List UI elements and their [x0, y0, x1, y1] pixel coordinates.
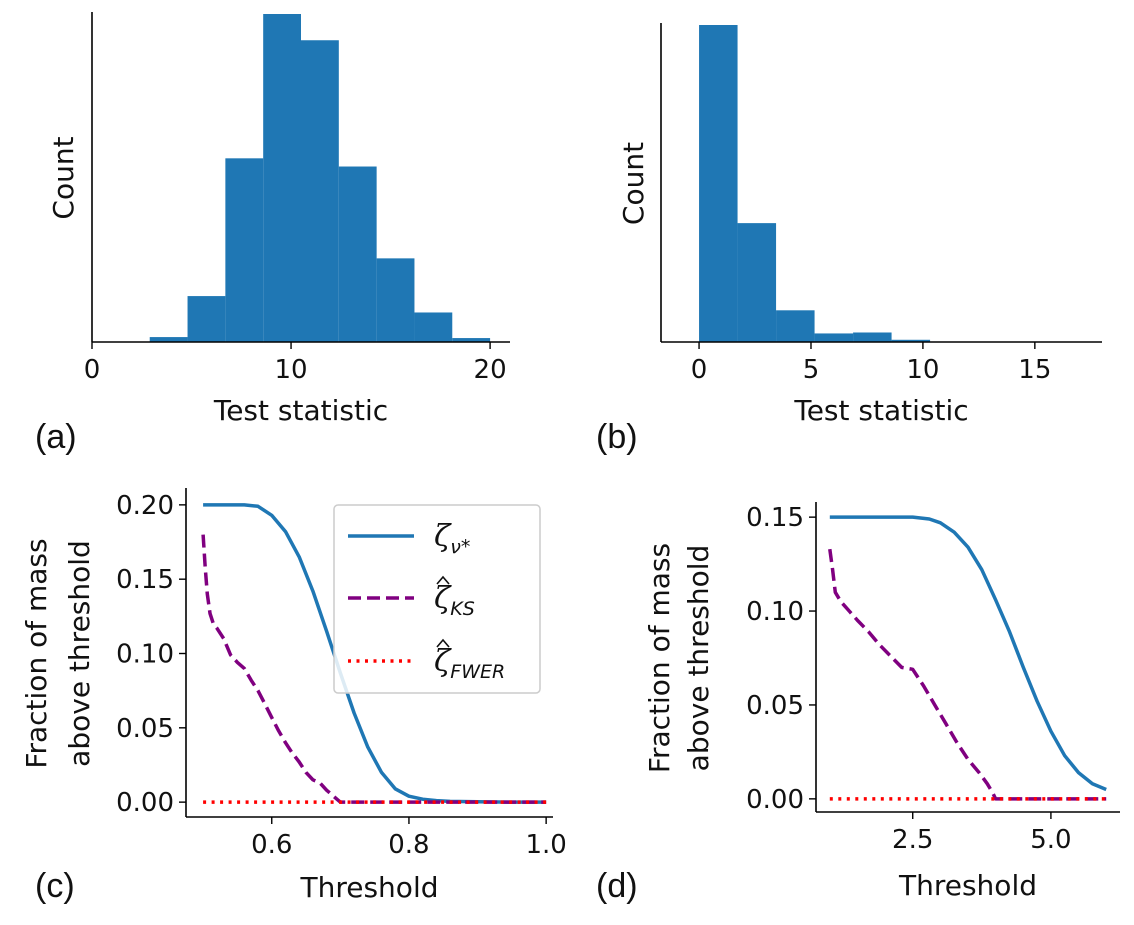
y-tick-label: 0.15 [116, 565, 174, 595]
y-tick-label: 0.15 [746, 503, 804, 533]
x-tick-label: 20 [474, 355, 507, 385]
y-axis-label-line2: above threshold [63, 540, 96, 767]
histogram-bar [699, 25, 738, 342]
x-axis-label: Threshold [898, 869, 1037, 902]
series-line-solid [203, 503, 547, 804]
x-tick-label: 5 [803, 355, 820, 385]
histogram-bar [737, 223, 777, 342]
panel-label: (b) [596, 418, 638, 456]
panel-label: (a) [35, 418, 77, 456]
x-tick-label: 15 [1018, 355, 1051, 385]
y-axis-label-line2: above threshold [682, 545, 715, 772]
panel-c: 0.6 0.8 1.0 0.00 0.05 0.10 0.15 0.20 Threshold Fr… [20, 488, 567, 905]
y-tick-label: 0.05 [746, 691, 804, 721]
histogram-bar [452, 338, 491, 342]
histogram-bar [225, 158, 264, 342]
legend-label-subscript: KS [450, 598, 475, 620]
panel-label: (d) [596, 867, 638, 905]
y-tick-label: 0.10 [116, 640, 174, 670]
x-tick-label: 2.5 [892, 825, 933, 855]
y-tick-label: 0.05 [116, 714, 174, 744]
panel-label: (c) [35, 867, 75, 905]
legend-label-subscript: ν* [450, 536, 470, 558]
legend-label: ζFWER [434, 644, 505, 683]
x-axis-label: Test statistic [213, 394, 388, 427]
x-tick-label: 0.8 [388, 830, 429, 860]
panel-b: 0 5 10 15 Test statistic Count (b) [596, 23, 1102, 456]
x-tick-label: 0 [84, 355, 101, 385]
y-axis-label-line1: Fraction of mass [20, 538, 53, 768]
y-tick-label: 0.10 [746, 597, 804, 627]
histogram-bar [414, 312, 453, 342]
histogram-bar [891, 339, 931, 342]
histogram-bar [814, 333, 854, 342]
x-tick-label: 10 [906, 355, 939, 385]
x-tick-label: 10 [275, 355, 308, 385]
histogram-bar [149, 337, 188, 342]
y-tick-label: 0.00 [116, 788, 174, 818]
legend-hat-accent [436, 575, 450, 585]
series-line-solid [829, 515, 1107, 792]
x-tick-label: 0 [691, 355, 708, 385]
histogram-bar [263, 14, 301, 342]
y-tick-label: 0.20 [116, 491, 174, 521]
x-tick-label: 1.0 [525, 830, 566, 860]
x-axis-label: Test statistic [793, 394, 968, 427]
histogram-bar [301, 40, 339, 343]
legend-label-subscript: FWER [450, 661, 505, 683]
panel-a: 0 10 20 Test statistic Count (a) [35, 12, 510, 456]
y-axis-label-line1: Fraction of mass [643, 543, 676, 773]
histogram-bar [376, 258, 415, 342]
histogram-bar [338, 166, 377, 342]
legend-box [333, 504, 541, 694]
x-tick-label: 0.6 [251, 830, 292, 860]
y-tick-label: 0.00 [746, 785, 804, 815]
series-line-dashed [828, 548, 1107, 801]
legend-hat-accent [436, 638, 450, 648]
y-axis-label: Count [617, 142, 650, 225]
histogram-bar [187, 296, 226, 342]
x-axis-label: Threshold [300, 871, 439, 904]
histogram-bar [853, 332, 892, 342]
histogram-bar [776, 310, 815, 342]
x-tick-label: 5.0 [1030, 825, 1071, 855]
panel-d: 2.5 5.0 0.00 0.05 0.10 0.15 Threshold Fraction … [596, 502, 1120, 905]
y-axis-label: Count [47, 136, 80, 219]
